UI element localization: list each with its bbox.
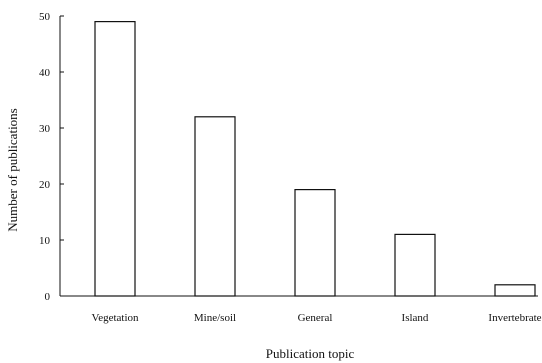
y-tick-label: 10 [39,235,51,247]
bars-group [94,21,536,297]
x-axis-title: Publication topic [266,346,355,361]
x-tick-label: Vegetation [91,312,139,324]
x-tick-label: Invertebrate [488,312,541,324]
y-tick-label: 20 [39,179,51,191]
x-axis: Vegetation Mine/soil General Island Inverteb… [60,295,542,324]
bar-island [394,233,436,297]
y-tick-label: 30 [39,123,51,135]
bar-mine-soil [194,116,236,297]
y-tick-label: 50 [39,11,51,23]
x-tick-label: General [298,312,333,324]
bar-general [294,189,336,297]
x-tick-label: Mine/soil [194,312,236,324]
y-tick-label: 40 [39,67,51,79]
bar-vegetation [94,21,136,297]
y-tick-label: 0 [45,291,51,303]
bar-invertebrate [494,284,536,297]
y-axis-title: Number of publications [5,108,20,231]
y-axis: 0 10 20 30 40 50 [39,11,64,303]
x-tick-label: Island [402,312,429,324]
